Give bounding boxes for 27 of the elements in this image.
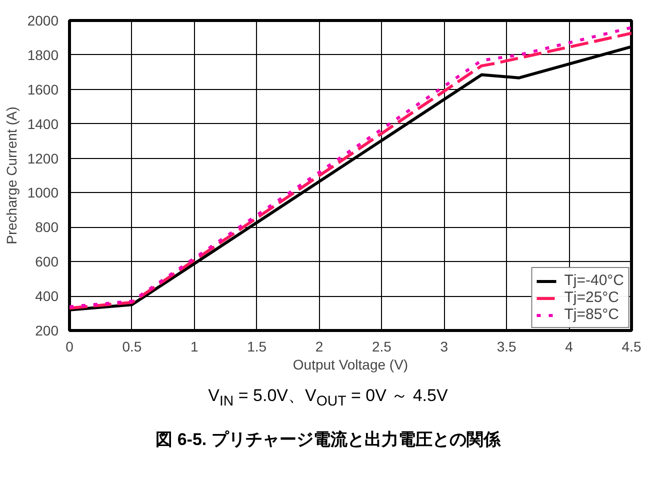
x-tick-label: 3.5 (496, 338, 517, 354)
x-tick-label: 4.5 (622, 338, 642, 354)
y-tick-label: 1000 (27, 184, 59, 201)
text: V$_{IN}$ = 5.0V、V$_{OUT}$ = 0V ～ 4.5V (208, 385, 448, 412)
y-tick-label: 400 (35, 288, 59, 304)
legend-label: Tj=85°C (564, 306, 620, 323)
y-tick-label: 200 (35, 322, 59, 338)
x-tick-label: 0.5 (122, 338, 142, 354)
x-tick-label: 4 (565, 338, 574, 354)
y-tick-label: 2000 (27, 12, 59, 28)
x-tick-label: 1.5 (247, 338, 267, 354)
y-tick-label: 1200 (27, 150, 59, 166)
y-tick-label: 800 (35, 219, 59, 236)
y-tick-label: 1600 (27, 81, 59, 98)
x-tick-label: 2.5 (372, 338, 392, 354)
x-tick-label: 0 (66, 338, 74, 354)
x-tick-label: 3 (440, 338, 448, 354)
y-tick-label: 1800 (27, 46, 59, 63)
y-tick-label: 1400 (27, 116, 59, 132)
y-tick-label: 600 (35, 254, 59, 270)
x-tick-label: 2 (315, 338, 324, 354)
legend-label: Tj=-40°C (564, 272, 624, 289)
text: 図 6-5. プリチャージ電流と出力電圧との関係 (156, 429, 500, 451)
x-tick-label: 1 (190, 338, 198, 354)
legend-label: Tj=25°C (564, 289, 620, 306)
y-axis-title: Precharge Current (A) (3, 106, 20, 244)
x-axis-title: Output Voltage (V) (292, 356, 408, 372)
